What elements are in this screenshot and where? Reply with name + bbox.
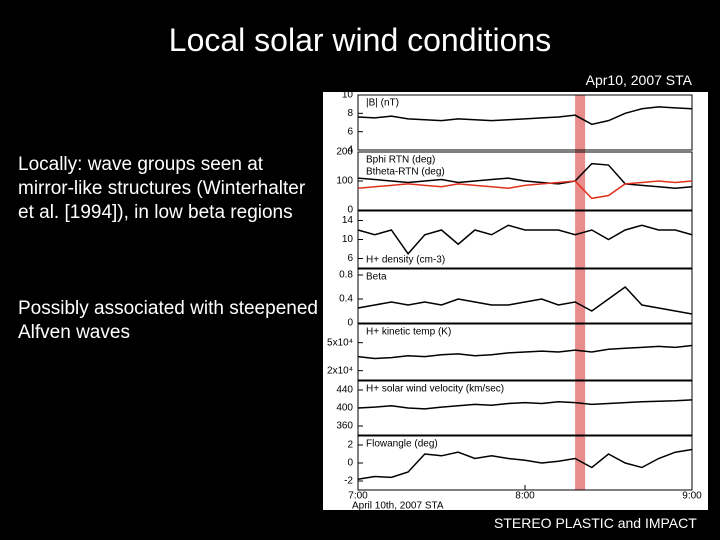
legend-label: Beta (366, 272, 387, 283)
bullet: Locally: wave groups seen at mirror-like… (18, 154, 306, 223)
y-tick-label: 440 (336, 385, 353, 396)
series-line (357, 180, 693, 200)
y-tick-label: 0 (347, 318, 353, 329)
panel-frame (357, 268, 693, 324)
legend-label: Btheta-RTN (deg) (366, 167, 445, 178)
y-tick-label: 6 (347, 126, 353, 137)
y-tick-label: 10 (342, 90, 354, 101)
y-tick-label: 0 (347, 458, 353, 469)
legend-label: Flowangle (deg) (366, 439, 438, 450)
series-line (357, 162, 693, 190)
y-tick-label: 400 (336, 403, 353, 414)
y-tick-label: 0 (347, 205, 353, 216)
y-tick-label: 2x10⁴ (327, 365, 353, 376)
series-line (357, 224, 693, 255)
legend-label: H+ kinetic temp (K) (366, 327, 451, 338)
series-line (357, 344, 693, 360)
legend-label: Bphi RTN (deg) (366, 155, 435, 166)
series-line (357, 399, 693, 410)
y-tick-label: 4 (347, 145, 353, 156)
x-tick-label: 9:00 (682, 491, 702, 502)
legend-label: H+ density (cm-3) (366, 255, 445, 266)
footer: STEREO PLASTIC and IMPACT (490, 513, 701, 533)
y-tick-label: 200 (336, 147, 353, 158)
highlight-band (575, 95, 586, 490)
y-tick-label: 0.4 (339, 294, 353, 305)
y-tick-label: 2 (347, 440, 353, 451)
y-tick-label: 10 (342, 234, 354, 245)
y-tick-label: 5x10⁴ (327, 337, 353, 348)
x-tick-label: 8:00 (515, 491, 535, 502)
y-tick-label: 100 (336, 176, 353, 187)
series-line (357, 106, 693, 126)
slide-subtitle: Apr10, 2007 STA (585, 72, 692, 88)
panel-frame (357, 323, 693, 381)
x-tick-label: 7:00 (348, 491, 368, 502)
series-line (357, 448, 693, 480)
y-tick-label: 360 (336, 421, 353, 432)
figure-background (323, 92, 708, 510)
series-line (357, 286, 693, 315)
slide-title: Local solar wind conditions (168, 22, 552, 58)
bullet: Possibly associated with steepened Alfve… (18, 298, 318, 343)
legend-label: |B| (nT) (366, 98, 399, 109)
y-tick-label: 6 (347, 253, 353, 264)
panel-frame (357, 94, 693, 151)
y-tick-label: 0.8 (339, 270, 353, 281)
legend-label: H+ solar wind velocity (km/sec) (366, 384, 504, 395)
y-tick-label: 8 (347, 108, 353, 119)
y-tick-label: 14 (342, 215, 354, 226)
y-tick-label: -2 (344, 476, 353, 487)
x-axis-label: April 10th, 2007 STA (352, 501, 444, 512)
